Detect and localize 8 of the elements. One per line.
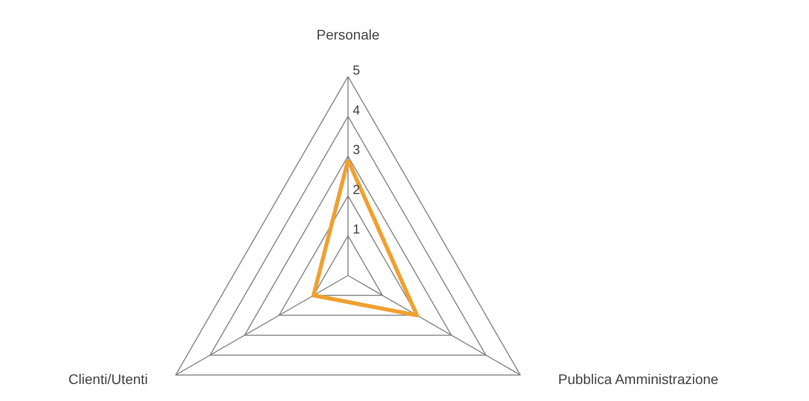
- spoke-label: Pubblica Amministrazione: [558, 370, 719, 387]
- spoke-label: Personale: [316, 26, 380, 43]
- spoke-label: Clienti/Utenti: [68, 370, 148, 387]
- y-tick-label: 3: [352, 142, 360, 158]
- y-tick-label: 1: [352, 222, 360, 237]
- y-tick-label: 2: [352, 182, 360, 197]
- y-tick-label: 5: [352, 62, 360, 78]
- y-tick-label: 4: [352, 102, 360, 118]
